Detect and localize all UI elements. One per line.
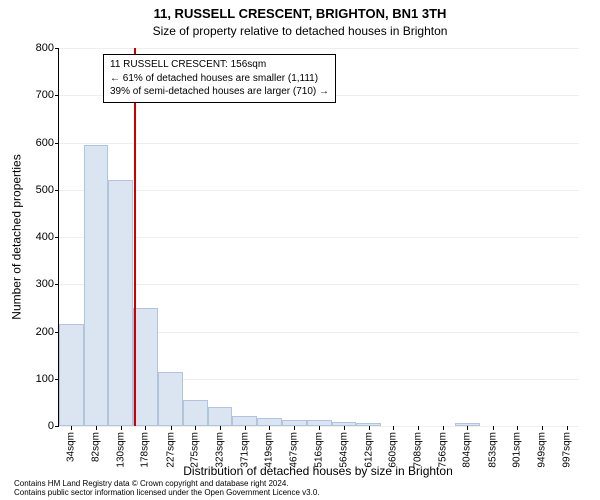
x-tick-label: 467sqm bbox=[289, 432, 300, 468]
y-tick-mark bbox=[55, 190, 59, 191]
histogram-bar bbox=[208, 407, 233, 426]
x-tick-mark bbox=[96, 426, 97, 430]
gridline bbox=[59, 284, 579, 285]
x-tick-mark bbox=[467, 426, 468, 430]
annotation-line-1: 11 RUSSELL CRESCENT: 156sqm bbox=[110, 58, 329, 72]
chart-container: { "title": "11, RUSSELL CRESCENT, BRIGHT… bbox=[0, 0, 600, 500]
histogram-bar bbox=[232, 416, 257, 426]
y-tick-label: 700 bbox=[36, 89, 54, 101]
x-tick-label: 516sqm bbox=[314, 432, 325, 468]
histogram-bar bbox=[59, 324, 84, 426]
y-tick-label: 800 bbox=[36, 42, 54, 54]
x-tick-mark bbox=[269, 426, 270, 430]
x-tick-label: 564sqm bbox=[338, 432, 349, 468]
plot-area: 34sqm82sqm130sqm178sqm227sqm275sqm323sqm… bbox=[58, 48, 579, 427]
y-tick-label: 300 bbox=[36, 278, 54, 290]
x-tick-mark bbox=[418, 426, 419, 430]
x-tick-mark bbox=[369, 426, 370, 430]
x-tick-mark bbox=[171, 426, 172, 430]
gridline bbox=[59, 143, 579, 144]
x-tick-label: 82sqm bbox=[91, 432, 102, 462]
gridline bbox=[59, 190, 579, 191]
x-tick-label: 419sqm bbox=[264, 432, 275, 468]
x-tick-mark bbox=[542, 426, 543, 430]
histogram-bar bbox=[257, 418, 282, 427]
x-tick-mark bbox=[220, 426, 221, 430]
x-tick-mark bbox=[121, 426, 122, 430]
x-tick-label: 227sqm bbox=[165, 432, 176, 468]
x-tick-label: 130sqm bbox=[115, 432, 126, 468]
x-tick-mark bbox=[195, 426, 196, 430]
x-tick-mark bbox=[245, 426, 246, 430]
y-axis-label: Number of detached properties bbox=[10, 48, 24, 426]
y-axis-label-text: Number of detached properties bbox=[10, 154, 24, 319]
x-tick-label: 853sqm bbox=[487, 432, 498, 468]
y-tick-label: 200 bbox=[36, 326, 54, 338]
x-tick-mark bbox=[567, 426, 568, 430]
histogram-bar bbox=[158, 372, 183, 426]
y-tick-mark bbox=[55, 426, 59, 427]
histogram-bar bbox=[133, 308, 158, 426]
y-tick-label: 400 bbox=[36, 231, 54, 243]
copyright-notice: Contains HM Land Registry data © Crown c… bbox=[14, 480, 320, 498]
x-tick-label: 178sqm bbox=[140, 432, 151, 468]
x-tick-mark bbox=[344, 426, 345, 430]
x-tick-label: 708sqm bbox=[413, 432, 424, 468]
x-tick-label: 612sqm bbox=[363, 432, 374, 468]
y-tick-mark bbox=[55, 95, 59, 96]
x-tick-label: 756sqm bbox=[437, 432, 448, 468]
y-tick-mark bbox=[55, 284, 59, 285]
x-tick-label: 804sqm bbox=[462, 432, 473, 468]
x-tick-label: 34sqm bbox=[66, 432, 77, 462]
y-tick-mark bbox=[55, 143, 59, 144]
x-tick-label: 660sqm bbox=[388, 432, 399, 468]
x-tick-label: 949sqm bbox=[536, 432, 547, 468]
y-tick-mark bbox=[55, 237, 59, 238]
x-tick-mark bbox=[294, 426, 295, 430]
copyright-line-2: Contains public sector information licen… bbox=[14, 489, 320, 498]
x-tick-mark bbox=[71, 426, 72, 430]
gridline bbox=[59, 48, 579, 49]
x-tick-label: 275sqm bbox=[190, 432, 201, 468]
y-tick-label: 600 bbox=[36, 137, 54, 149]
histogram-bar bbox=[108, 180, 133, 426]
x-tick-mark bbox=[393, 426, 394, 430]
chart-subtitle: Size of property relative to detached ho… bbox=[0, 24, 600, 38]
y-tick-label: 500 bbox=[36, 184, 54, 196]
x-tick-mark bbox=[493, 426, 494, 430]
gridline bbox=[59, 237, 579, 238]
histogram-bar bbox=[84, 145, 109, 426]
x-axis-label: Distribution of detached houses by size … bbox=[58, 464, 578, 478]
x-tick-label: 371sqm bbox=[239, 432, 250, 468]
histogram-bar bbox=[183, 400, 208, 426]
x-tick-label: 323sqm bbox=[214, 432, 225, 468]
x-tick-mark bbox=[443, 426, 444, 430]
x-tick-mark bbox=[145, 426, 146, 430]
annotation-line-3: 39% of semi-detached houses are larger (… bbox=[110, 85, 329, 99]
chart-title: 11, RUSSELL CRESCENT, BRIGHTON, BN1 3TH bbox=[0, 6, 600, 21]
annotation-box: 11 RUSSELL CRESCENT: 156sqm← 61% of deta… bbox=[103, 54, 336, 103]
y-tick-label: 100 bbox=[36, 373, 54, 385]
marker-line bbox=[134, 48, 136, 426]
y-tick-label: 0 bbox=[48, 420, 54, 432]
x-tick-mark bbox=[517, 426, 518, 430]
x-tick-label: 901sqm bbox=[512, 432, 523, 468]
x-tick-mark bbox=[319, 426, 320, 430]
x-tick-label: 997sqm bbox=[561, 432, 572, 468]
y-tick-mark bbox=[55, 48, 59, 49]
annotation-line-2: ← 61% of detached houses are smaller (1,… bbox=[110, 72, 329, 86]
